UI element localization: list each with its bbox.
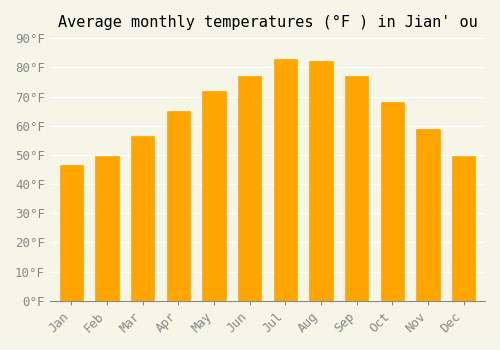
Bar — [96, 156, 118, 301]
Bar — [310, 62, 332, 301]
Bar — [345, 76, 368, 301]
Title: Average monthly temperatures (°F ) in Jian' ou: Average monthly temperatures (°F ) in Ji… — [58, 15, 478, 30]
Bar — [380, 102, 404, 301]
Bar — [238, 76, 261, 301]
Bar — [452, 156, 475, 301]
Bar — [202, 91, 226, 301]
Bar — [60, 165, 83, 301]
Bar — [131, 136, 154, 301]
Bar — [274, 58, 297, 301]
Bar — [166, 111, 190, 301]
Bar — [416, 129, 440, 301]
